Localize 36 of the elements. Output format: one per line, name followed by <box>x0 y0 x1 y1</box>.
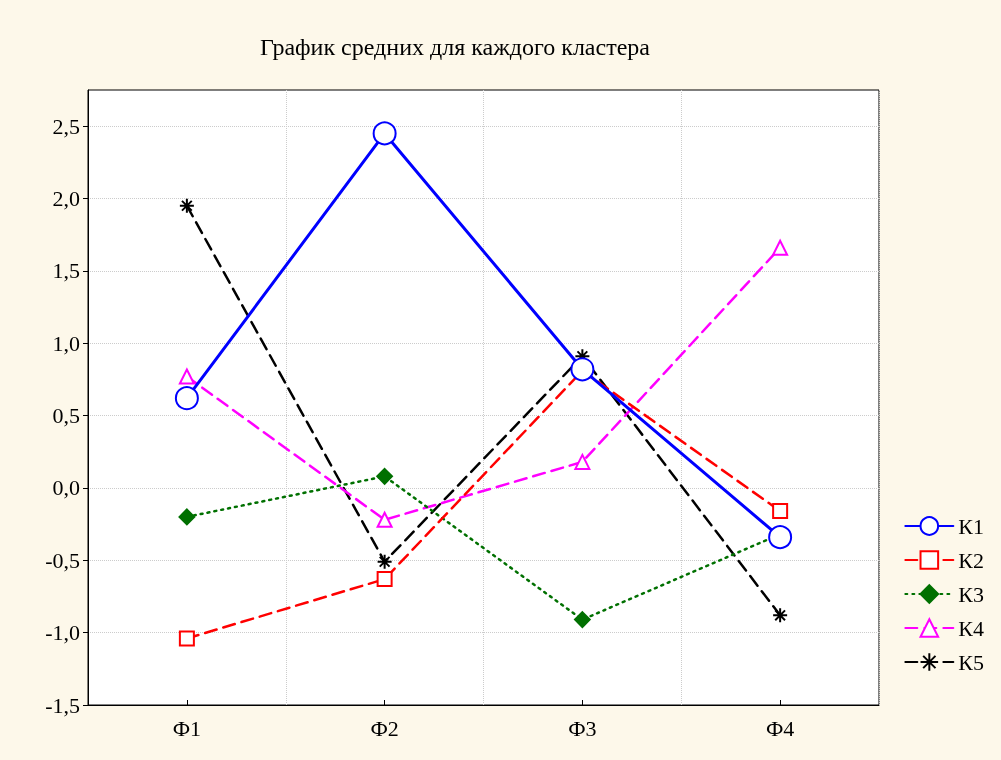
point <box>768 525 793 550</box>
legend-label: К4 <box>958 615 985 641</box>
y-tick-label: -0,5 <box>45 547 80 573</box>
point <box>178 508 196 526</box>
legend-label: К3 <box>958 581 985 607</box>
point <box>376 553 393 570</box>
point <box>772 503 789 520</box>
legend-label: К1 <box>958 513 985 539</box>
point <box>174 386 199 411</box>
y-tick-label: 0,0 <box>52 475 80 501</box>
chart-title: График средних для каждого кластера <box>260 34 651 60</box>
x-tick-label: Ф2 <box>370 715 399 741</box>
point <box>372 121 397 146</box>
x-tick-label: Ф3 <box>568 715 597 741</box>
point <box>376 468 393 485</box>
y-tick-label: 2,5 <box>52 113 80 139</box>
x-tick-label: Ф1 <box>172 715 202 741</box>
y-tick-label: 1,5 <box>52 258 80 284</box>
y-tick-label: -1,5 <box>45 692 80 718</box>
y-tick-label: -1,0 <box>45 620 80 646</box>
point <box>570 357 595 382</box>
point <box>574 611 591 628</box>
legend-label: К5 <box>958 649 985 675</box>
y-tick-label: 2,0 <box>52 186 80 212</box>
point <box>574 453 591 470</box>
x-tick-label: Ф4 <box>765 715 795 741</box>
point <box>178 368 195 385</box>
y-tick-label: 1,0 <box>52 330 80 356</box>
point <box>772 239 789 256</box>
point <box>376 571 393 588</box>
point <box>772 607 789 624</box>
point <box>178 630 195 647</box>
legend-label: К2 <box>958 547 985 573</box>
y-tick-label: 0,5 <box>52 403 80 429</box>
point <box>178 197 195 214</box>
point <box>376 511 393 528</box>
